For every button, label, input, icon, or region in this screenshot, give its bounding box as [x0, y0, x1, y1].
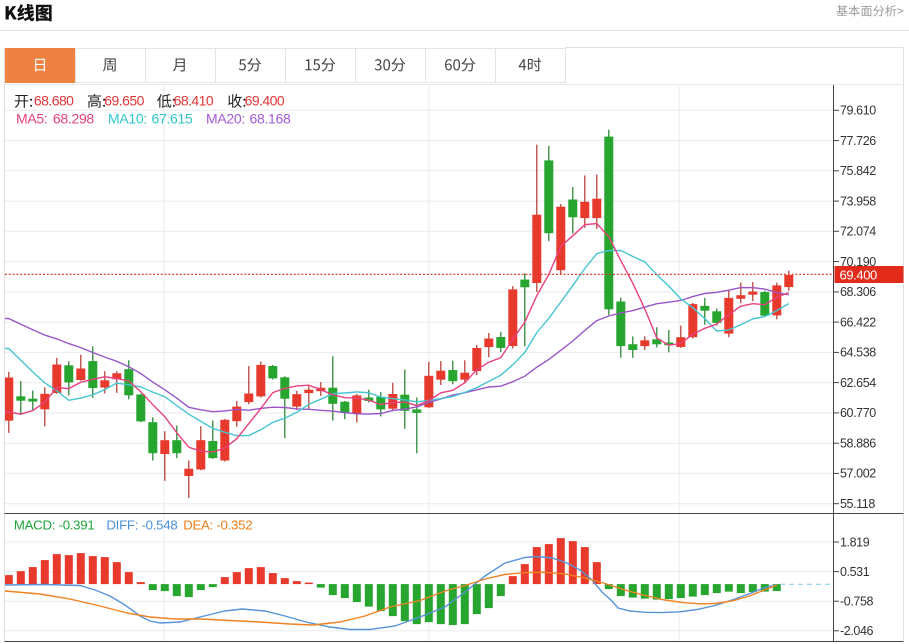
svg-text:60.770: 60.770 [840, 406, 876, 420]
svg-text:79.610: 79.610 [840, 104, 876, 118]
svg-text:-2.046: -2.046 [840, 624, 873, 638]
svg-text:-0.758: -0.758 [840, 595, 873, 609]
svg-text:64.538: 64.538 [840, 346, 876, 360]
svg-text:62.654: 62.654 [840, 376, 876, 390]
svg-text:72.074: 72.074 [840, 225, 876, 239]
svg-text:67.615: 67.615 [152, 110, 194, 126]
svg-text:MACD: -0.391: MACD: -0.391 [14, 517, 95, 532]
svg-text:DEA: -0.352: DEA: -0.352 [183, 517, 252, 532]
svg-text:MA10:: MA10: [108, 110, 147, 126]
svg-text:70.190: 70.190 [840, 255, 876, 269]
svg-text:55.118: 55.118 [840, 497, 875, 511]
svg-text:66.422: 66.422 [840, 315, 876, 329]
svg-text:69.400: 69.400 [840, 268, 878, 283]
svg-text:1.819: 1.819 [840, 535, 870, 549]
svg-text:MA5:: MA5: [16, 110, 47, 126]
svg-text:68.306: 68.306 [840, 285, 876, 299]
svg-text:77.726: 77.726 [840, 134, 876, 148]
svg-text:MA20:: MA20: [206, 110, 245, 126]
svg-text:68.168: 68.168 [250, 110, 292, 126]
svg-text:73.958: 73.958 [840, 194, 876, 208]
svg-text:68.410: 68.410 [174, 93, 214, 109]
svg-text:69.400: 69.400 [245, 93, 285, 109]
svg-text:68.680: 68.680 [34, 93, 74, 109]
svg-text:0.531: 0.531 [840, 565, 870, 579]
svg-text:75.842: 75.842 [840, 164, 876, 178]
svg-text:69.650: 69.650 [104, 93, 144, 109]
svg-text:58.886: 58.886 [840, 437, 876, 451]
svg-text:DIFF: -0.548: DIFF: -0.548 [106, 517, 177, 532]
svg-text:68.298: 68.298 [53, 110, 95, 126]
svg-text:57.002: 57.002 [840, 467, 876, 481]
